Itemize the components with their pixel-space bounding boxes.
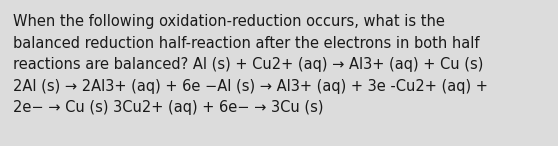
Text: balanced reduction half-reaction after the electrons in both half: balanced reduction half-reaction after t…: [13, 35, 479, 51]
Text: reactions are balanced? Al (s) + Cu2+ (aq) → Al3+ (aq) + Cu (s): reactions are balanced? Al (s) + Cu2+ (a…: [13, 57, 483, 72]
Text: 2Al (s) → 2Al3+ (aq) + 6e −Al (s) → Al3+ (aq) + 3e -Cu2+ (aq) +: 2Al (s) → 2Al3+ (aq) + 6e −Al (s) → Al3+…: [13, 79, 488, 93]
Text: 2e− → Cu (s) 3Cu2+ (aq) + 6e− → 3Cu (s): 2e− → Cu (s) 3Cu2+ (aq) + 6e− → 3Cu (s): [13, 100, 324, 115]
Text: When the following oxidation-reduction occurs, what is the: When the following oxidation-reduction o…: [13, 14, 445, 29]
